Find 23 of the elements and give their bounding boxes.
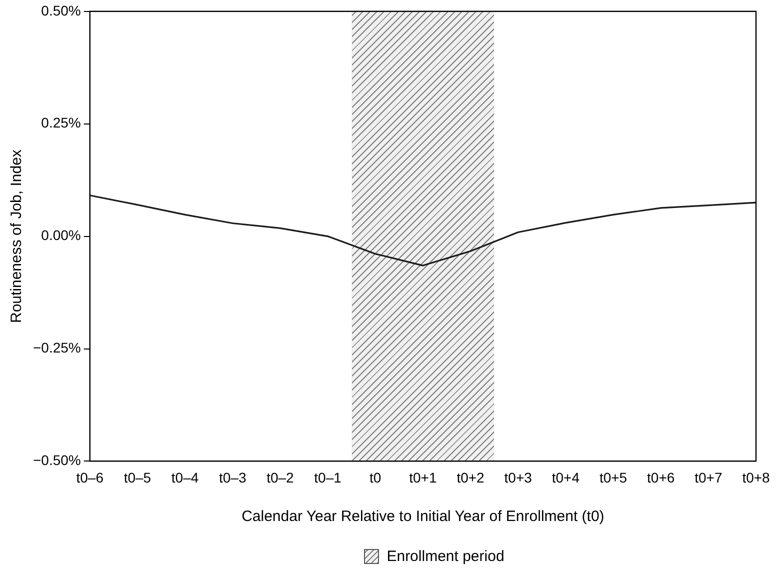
- x-tick-label: t0+6: [647, 469, 675, 486]
- x-tick-label: t0+3: [504, 469, 532, 486]
- y-tick-label: −0.50%: [32, 452, 81, 468]
- x-tick-label: t0+2: [456, 469, 485, 486]
- x-tick-label: t0: [370, 469, 382, 486]
- y-axis-title: Routineness of Job, Index: [8, 149, 26, 324]
- y-tick-label: 0.50%: [41, 2, 81, 18]
- x-tick-label: t0+1: [409, 469, 437, 486]
- y-tick-label: 0.25%: [41, 114, 81, 131]
- x-tick-label: t0–3: [218, 469, 246, 486]
- y-tick-label: −0.25%: [32, 340, 81, 356]
- x-tick-label: t0+5: [599, 469, 628, 486]
- x-tick-label: t0–6: [76, 469, 104, 486]
- x-tick-label: t0–2: [266, 469, 294, 486]
- x-tick-label: t0–5: [124, 469, 152, 486]
- x-axis-title: Calendar Year Relative to Initial Year of Enrollment (t0): [242, 508, 604, 526]
- x-tick-label: t0–1: [314, 469, 342, 486]
- x-tick-label: t0+4: [552, 469, 580, 486]
- x-tick-label: t0+8: [742, 469, 770, 486]
- x-tick-label: t0–4: [171, 469, 199, 486]
- legend-label: Enrollment period: [386, 548, 504, 564]
- y-tick-label: 0.00%: [41, 227, 81, 244]
- x-tick-label: t0+7: [694, 469, 722, 486]
